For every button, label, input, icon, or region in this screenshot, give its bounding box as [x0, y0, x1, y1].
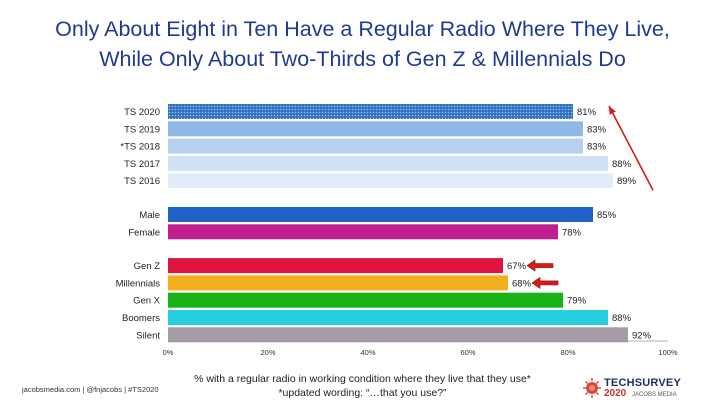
brand-sub: JACOBS MEDIA — [632, 392, 677, 398]
category-label: Gen Z — [134, 261, 161, 272]
data-label: 89% — [617, 176, 637, 187]
data-label: 88% — [612, 159, 632, 170]
data-label: 92% — [632, 330, 652, 341]
techsurvey-logo: TECHSURVEY 2020 JACOBS MEDIA — [582, 376, 712, 402]
category-label: *TS 2018 — [120, 142, 160, 153]
trend-arrow — [608, 105, 654, 191]
brand-year: 2020 — [604, 388, 627, 399]
virus-logo-icon — [583, 378, 601, 398]
footnote-line-1: % with a regular radio in working condit… — [194, 373, 531, 385]
bar — [168, 173, 613, 189]
highlight-arrow — [526, 259, 554, 272]
data-label: 83% — [587, 142, 607, 153]
category-label: Boomers — [122, 313, 160, 324]
data-label: 79% — [567, 296, 587, 307]
bar — [168, 138, 583, 154]
bar — [168, 327, 628, 343]
data-label: 83% — [587, 124, 607, 135]
brand-name: TECHSURVEY — [604, 377, 681, 389]
footer-social: jacobsmedia.com | @fnjacobs | #TS2020 — [22, 385, 159, 394]
category-label: Gen X — [133, 296, 161, 307]
x-tick-label: 80% — [560, 348, 575, 357]
bar — [168, 258, 503, 274]
data-label: 81% — [577, 107, 597, 118]
x-tick-label: 60% — [460, 348, 475, 357]
category-label: Female — [128, 227, 160, 238]
data-label: 68% — [512, 278, 532, 289]
bar — [168, 121, 583, 137]
footnote-line-2: *updated wording: “…that you use?” — [278, 387, 447, 399]
highlight-arrow — [531, 276, 559, 289]
x-tick-label: 40% — [360, 348, 375, 357]
category-label: Millennials — [116, 278, 161, 289]
data-label: 67% — [507, 261, 527, 272]
x-tick-label: 100% — [658, 348, 678, 357]
chart-title-line-1: Only About Eight in Ten Have a Regular R… — [55, 17, 670, 41]
category-label: TS 2017 — [124, 159, 160, 170]
x-tick-label: 0% — [163, 348, 174, 357]
bar — [168, 224, 558, 240]
category-label: TS 2019 — [124, 124, 160, 135]
data-label: 78% — [562, 227, 582, 238]
trend-arrow-head — [609, 106, 616, 115]
bar — [168, 275, 508, 291]
chart-title-line-2: While Only About Two-Thirds of Gen Z & M… — [99, 47, 626, 71]
bar — [168, 310, 608, 325]
bar — [168, 292, 563, 308]
category-label: TS 2016 — [124, 176, 160, 187]
bar — [168, 155, 608, 171]
data-label: 88% — [612, 313, 632, 324]
bar — [168, 104, 573, 119]
bar — [168, 207, 593, 222]
x-tick-label: 20% — [260, 348, 275, 357]
category-label: Silent — [136, 330, 160, 341]
category-label: TS 2020 — [124, 107, 160, 118]
data-label: 85% — [597, 210, 617, 221]
category-label: Male — [139, 210, 160, 221]
